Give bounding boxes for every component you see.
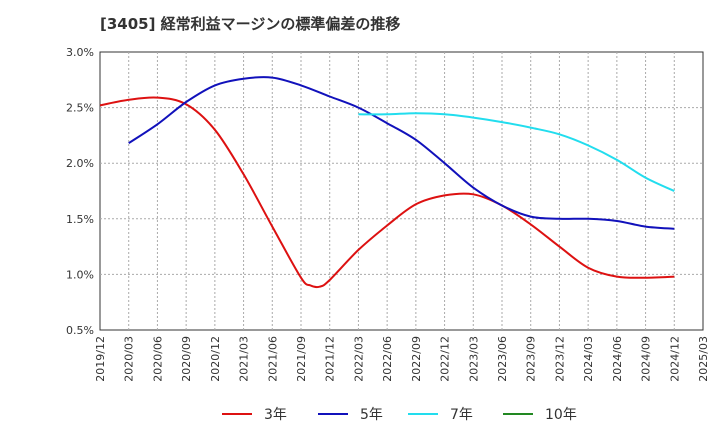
- x-tick-label: 2022/12: [439, 336, 452, 382]
- x-tick-label: 2022/06: [381, 336, 394, 382]
- grid-lines: [100, 52, 703, 330]
- y-tick-labels: 0.5% 1.0% 1.5% 2.0% 2.5% 3.0%: [66, 46, 94, 337]
- y-tick-label: 3.0%: [66, 46, 94, 59]
- series-line-7年: [358, 112, 675, 192]
- y-tick-label: 2.0%: [66, 157, 94, 170]
- x-tick-label: 2022/09: [410, 336, 423, 382]
- legend-label: 3年: [264, 407, 287, 423]
- x-tick-label: 2020/06: [151, 336, 164, 382]
- x-tick-label: 2021/12: [324, 336, 337, 382]
- x-tick-label: 2019/12: [94, 336, 107, 382]
- x-tick-label: 2023/06: [496, 336, 509, 382]
- x-tick-label: 2025/03: [697, 336, 710, 382]
- x-tick-label: 2020/03: [123, 336, 136, 382]
- x-tick-label: 2024/03: [582, 336, 595, 382]
- y-tick-label: 2.5%: [66, 102, 94, 115]
- x-tick-label: 2024/09: [640, 336, 653, 382]
- x-tick-label: 2021/03: [238, 336, 251, 382]
- x-tick-label: 2022/03: [352, 336, 365, 382]
- legend-label: 7年: [450, 407, 473, 423]
- legend: 3年 5年 7年 10年: [222, 407, 577, 423]
- x-tick-labels: 2019/12 2020/03 2020/06 2020/09 2020/12 2021/…: [94, 336, 710, 382]
- x-tick-label: 2021/06: [266, 336, 279, 382]
- chart-title: [3405] 経常利益マージンの標準偏差の推移: [100, 15, 401, 33]
- plot-area: [99, 51, 704, 331]
- x-tick-label: 2020/09: [180, 336, 193, 382]
- x-tick-label: 2023/12: [553, 336, 566, 382]
- series-lines: [99, 76, 675, 289]
- y-tick-label: 1.5%: [66, 213, 94, 226]
- series-line-5年: [128, 76, 675, 230]
- x-tick-label: 2023/03: [467, 336, 480, 382]
- x-tick-label: 2021/09: [295, 336, 308, 382]
- y-tick-label: 0.5%: [66, 324, 94, 337]
- legend-label: 5年: [360, 407, 383, 423]
- x-tick-label: 2024/06: [611, 336, 624, 382]
- x-tick-label: 2024/12: [668, 336, 681, 382]
- legend-label: 10年: [545, 407, 577, 423]
- y-tick-label: 1.0%: [66, 268, 94, 281]
- series-line-3年: [99, 96, 675, 289]
- x-tick-label: 2023/09: [525, 336, 538, 382]
- x-tick-label: 2020/12: [209, 336, 222, 382]
